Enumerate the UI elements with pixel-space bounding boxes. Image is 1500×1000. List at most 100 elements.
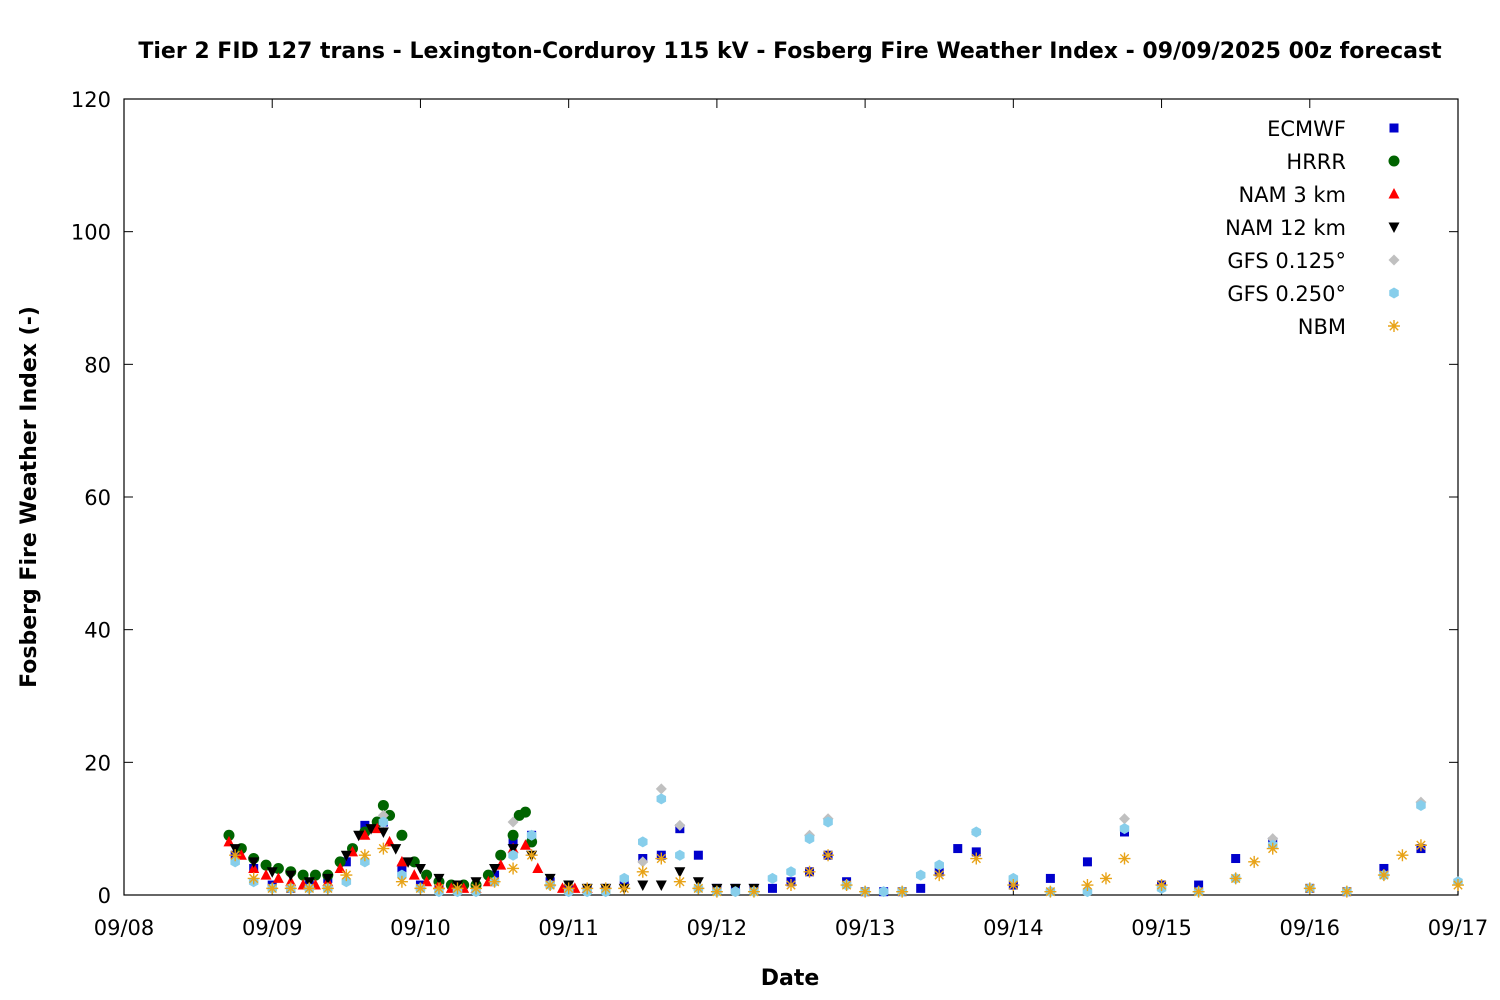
y-axis: 0 20 40 60 80 100 120 [71, 88, 1458, 908]
x-tick-label: 09/17 [1428, 916, 1489, 940]
data-point [970, 852, 983, 865]
data-point [767, 883, 777, 893]
data-point [1416, 799, 1426, 811]
data-point [260, 869, 272, 880]
data-point [1082, 886, 1093, 898]
data-point [519, 806, 531, 818]
data-point [397, 869, 407, 881]
data-point [378, 816, 389, 828]
data-point [581, 882, 594, 895]
data-point [360, 820, 370, 830]
chart-title: Tier 2 FID 127 trans - Lexington-Corduro… [138, 39, 1442, 64]
data-point [1008, 872, 1019, 884]
data-point [636, 865, 649, 878]
data-point [360, 856, 370, 868]
data-point [223, 829, 235, 841]
data-point [1229, 872, 1242, 885]
data-point [395, 875, 408, 888]
data-point [767, 872, 778, 884]
data-point [359, 829, 371, 840]
data-point [859, 885, 872, 898]
legend-marker [1388, 155, 1400, 167]
data-point [340, 850, 352, 862]
data-point [248, 857, 260, 868]
legend-label: GFS 0.250° [1227, 282, 1346, 306]
data-point [823, 816, 833, 828]
data-point [421, 869, 433, 881]
legend-marker [1388, 188, 1400, 199]
data-point [235, 849, 247, 860]
data-point [803, 865, 816, 878]
data-point [1007, 879, 1020, 892]
data-point [507, 862, 520, 875]
data-point [1044, 885, 1057, 898]
data-point [1377, 869, 1390, 882]
data-point [1119, 823, 1130, 835]
data-point [390, 844, 402, 855]
x-tick-label: 09/16 [1280, 916, 1341, 940]
data-point [358, 849, 371, 862]
x-tick-label: 09/08 [94, 916, 155, 940]
legend-label: HRRR [1286, 150, 1346, 174]
data-point [519, 839, 531, 850]
data-point [1414, 839, 1427, 852]
data-point [353, 830, 365, 842]
data-point [878, 886, 889, 898]
data-point [488, 875, 501, 888]
data-point [1045, 873, 1055, 883]
data-point [508, 837, 518, 847]
data-point [408, 869, 420, 880]
data-point [655, 880, 667, 892]
x-tick-label: 09/13 [835, 916, 896, 940]
data-point [916, 883, 926, 893]
data-point [933, 869, 946, 882]
data-point [321, 882, 334, 895]
data-point [637, 880, 649, 892]
data-point [786, 866, 796, 878]
x-tick-label: 09/11 [538, 916, 599, 940]
data-point [971, 847, 981, 857]
data-point [710, 885, 723, 898]
data-point [334, 856, 346, 868]
data-point [532, 862, 544, 873]
data-point [229, 849, 242, 862]
legend-label: NAM 12 km [1225, 216, 1346, 240]
data-point [384, 809, 396, 821]
data-point [303, 882, 316, 895]
y-tick-label: 80 [84, 353, 111, 377]
data-point [396, 855, 408, 867]
series-gfs-0-125- [377, 783, 1427, 868]
data-point [396, 829, 408, 841]
data-point [230, 856, 240, 868]
data-point [1396, 849, 1409, 862]
data-point [1340, 885, 1353, 898]
legend-marker [1389, 287, 1399, 299]
data-point [840, 879, 853, 892]
data-point [804, 833, 815, 845]
data-point [384, 835, 396, 847]
data-point [432, 882, 445, 895]
x-tick-label: 09/09 [242, 916, 303, 940]
data-point [223, 835, 235, 847]
data-point [322, 873, 334, 885]
legend-label: NBM [1298, 315, 1346, 339]
data-point [655, 783, 667, 795]
data-point [693, 850, 703, 860]
y-tick-label: 0 [98, 884, 111, 908]
data-point [507, 816, 519, 828]
data-point [562, 882, 575, 895]
data-point [266, 882, 279, 895]
data-point [365, 824, 377, 835]
data-point [433, 873, 445, 885]
y-tick-label: 20 [84, 751, 111, 775]
data-point [489, 863, 501, 875]
data-point [1194, 880, 1204, 890]
data-point [619, 872, 630, 884]
data-point [1099, 872, 1112, 885]
data-point [896, 885, 909, 898]
y-tick-label: 100 [71, 221, 111, 245]
data-point [490, 870, 500, 880]
legend-label: GFS 0.125° [1227, 249, 1346, 273]
data-point [1081, 879, 1094, 892]
data-point [525, 849, 538, 862]
